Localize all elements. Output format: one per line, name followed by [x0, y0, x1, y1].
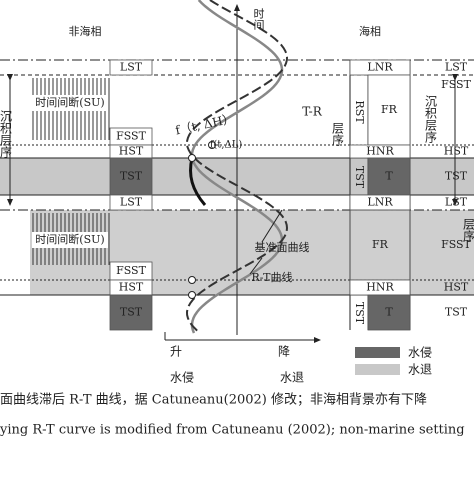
- caption: 面曲线滞后 R-T 曲线，据 Catuneanu(2002) 修改；非海相背景亦…: [0, 392, 427, 408]
- tr-label: T-R: [302, 105, 323, 119]
- axis-label: 时间: [252, 8, 265, 31]
- tract-label: TST: [445, 170, 468, 183]
- tract-label: HST: [444, 281, 469, 294]
- rt-label: TST: [353, 302, 366, 325]
- legend-swatch: [355, 347, 400, 358]
- tract-label: TST: [120, 306, 143, 319]
- axis-label: 降: [278, 345, 290, 359]
- tract-label: TST: [445, 306, 468, 319]
- tract-label: HST: [119, 281, 144, 294]
- curve-point: [189, 292, 196, 299]
- tr-label: 层序: [331, 122, 345, 147]
- tract-label: LNR: [367, 196, 393, 209]
- rt-label: TST: [353, 166, 366, 189]
- caption: ying R-T curve is modified from Catunean…: [0, 423, 465, 438]
- header: 非海相: [69, 24, 102, 38]
- tract-label: TST: [120, 170, 143, 183]
- sequence-label: 沉积层序: [0, 110, 13, 159]
- axis-label: 水退: [280, 371, 304, 385]
- tract-label: FSST: [116, 264, 147, 277]
- curve-point: [189, 155, 196, 162]
- legend-swatch: [355, 364, 400, 375]
- tract-label: FSST: [116, 130, 147, 143]
- header: 海相: [359, 24, 381, 38]
- axis-label: 水侵: [170, 370, 194, 385]
- sequence-label: 沉积层序: [424, 95, 438, 144]
- tract-label: FSST: [441, 78, 472, 91]
- legend-label: 水侵: [408, 345, 432, 360]
- tract-label: T: [385, 306, 393, 319]
- hiatus-label: 时间间断(SU): [35, 232, 104, 246]
- curve-label: f(t,ΔL): [210, 140, 243, 151]
- tract-label: LST: [445, 196, 468, 209]
- tract-label: T: [385, 170, 393, 183]
- axis-label: 升: [170, 345, 182, 359]
- tract-label: LST: [120, 61, 143, 74]
- tract-label: HNR: [366, 145, 394, 158]
- tract-label: FR: [372, 238, 389, 251]
- tract-label: LST: [120, 196, 143, 209]
- hiatus-label: 时间间断(SU): [35, 95, 104, 109]
- tract-label: LST: [445, 61, 468, 74]
- tract-label: HNR: [366, 281, 394, 294]
- tract-label: FR: [381, 103, 398, 116]
- curve-label: R-T曲线: [252, 270, 293, 284]
- tract-label: HST: [119, 145, 144, 158]
- rt-label: RST: [353, 100, 366, 124]
- curve-point: [189, 277, 196, 284]
- sequence-label: 层序: [462, 218, 474, 243]
- legend-label: 水退: [408, 363, 432, 377]
- tract-label: HST: [444, 145, 469, 158]
- curve-label: 基准面曲线: [255, 240, 310, 254]
- tract-label: LNR: [367, 61, 393, 74]
